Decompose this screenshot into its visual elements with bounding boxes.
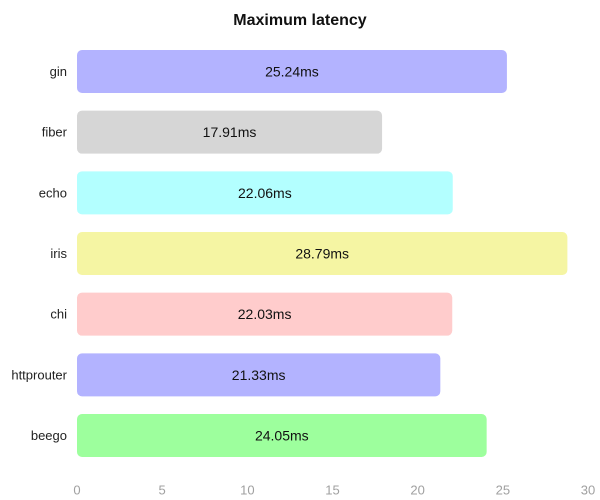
value-label-httprouter: 21.33ms — [232, 367, 286, 383]
bar-beego — [77, 414, 487, 458]
bar-chi — [77, 292, 453, 336]
value-label-echo: 22.06ms — [238, 185, 292, 201]
x-tick-label-30: 30 — [581, 483, 595, 498]
x-tick-label-0: 0 — [73, 483, 80, 498]
value-label-chi: 22.03ms — [238, 306, 292, 322]
category-label-httprouter: httprouter — [11, 367, 67, 382]
value-label-iris: 28.79ms — [295, 246, 349, 262]
x-tick-label-5: 5 — [159, 483, 166, 498]
x-tick-label-20: 20 — [410, 483, 424, 498]
category-label-chi: chi — [50, 307, 67, 322]
category-label-gin: gin — [50, 64, 67, 79]
value-labels: 25.24ms 17.91ms 22.06ms 28.79ms 22.03ms 21.33… — [203, 64, 349, 444]
value-label-beego: 24.05ms — [255, 428, 309, 444]
category-label-iris: iris — [50, 246, 67, 261]
bar-gin — [77, 50, 507, 93]
x-tick-label-10: 10 — [240, 483, 254, 498]
category-label-fiber: fiber — [42, 125, 68, 140]
bars-layer — [77, 50, 568, 458]
x-axis-ticks: 0 5 10 15 20 25 30 — [73, 483, 595, 498]
value-label-gin: 25.24ms — [265, 64, 319, 80]
chart-title: Maximum latency — [233, 12, 366, 29]
bar-fiber — [77, 110, 383, 154]
category-label-beego: beego — [31, 428, 67, 443]
category-labels: gin fiber echo iris chi httprouter beego — [11, 64, 67, 443]
bar-httprouter — [77, 353, 441, 397]
bar-iris — [77, 232, 568, 276]
bar-echo — [77, 171, 453, 215]
value-label-fiber: 17.91ms — [203, 124, 257, 140]
x-tick-label-25: 25 — [496, 483, 510, 498]
x-tick-label-15: 15 — [325, 483, 339, 498]
category-label-echo: echo — [39, 185, 67, 200]
